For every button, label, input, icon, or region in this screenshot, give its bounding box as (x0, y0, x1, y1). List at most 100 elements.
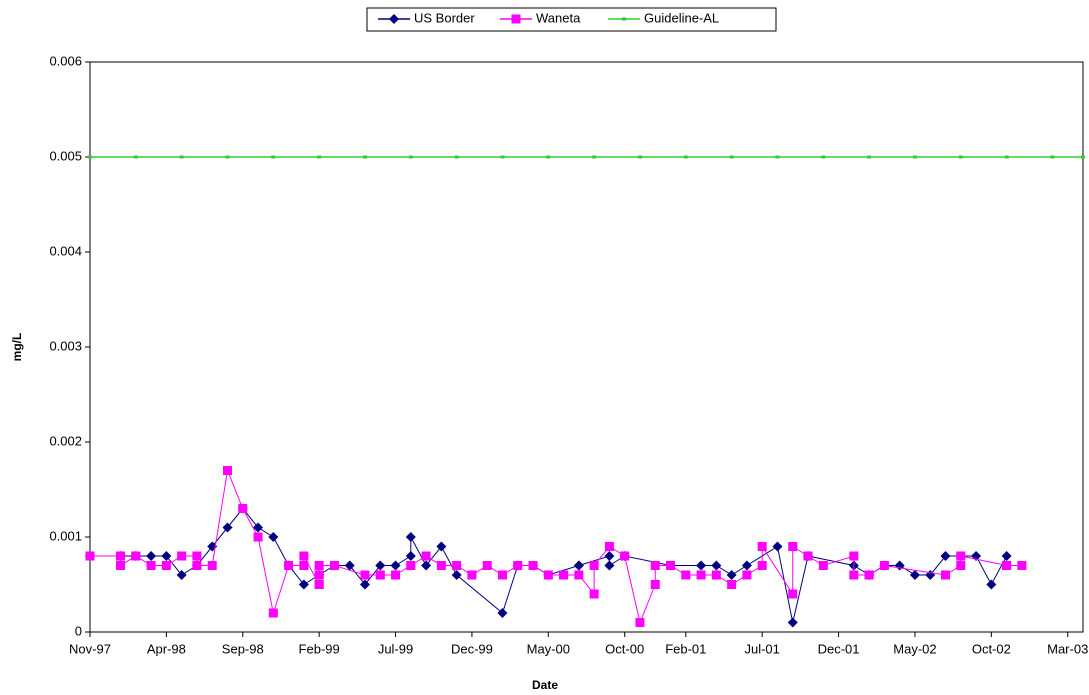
data-point (436, 561, 446, 570)
data-point (604, 560, 615, 571)
legend-marker (511, 14, 521, 24)
data-point (299, 551, 309, 561)
x-tick-label: Dec-01 (818, 641, 860, 656)
data-point (1017, 561, 1027, 570)
x-tick-label: May-00 (527, 641, 570, 656)
data-point (513, 561, 523, 570)
data-point (1001, 551, 1012, 561)
data-point (775, 155, 780, 159)
data-point (268, 608, 278, 618)
data-point (131, 551, 141, 561)
x-tick-label: Mar-03 (1047, 641, 1088, 656)
data-point (116, 561, 126, 570)
y-tick-label: 0.004 (49, 243, 82, 258)
x-tick-label: Jul-99 (378, 641, 413, 656)
data-point (956, 561, 966, 570)
data-point (1050, 155, 1055, 159)
data-point (849, 570, 859, 580)
y-tick-label: 0.001 (49, 528, 82, 543)
data-point (405, 532, 416, 542)
data-point (375, 570, 385, 580)
data-point (161, 561, 171, 570)
data-point (620, 551, 630, 561)
data-point (559, 570, 569, 580)
x-tick-label: Feb-99 (299, 641, 340, 656)
data-point (803, 551, 813, 561)
data-point (757, 561, 767, 570)
series-line (90, 468, 1022, 625)
data-point (253, 532, 263, 542)
data-point (589, 589, 599, 599)
x-tick-label: Dec-99 (451, 641, 493, 656)
data-point (362, 155, 367, 159)
data-point (574, 570, 584, 580)
data-point (650, 580, 660, 589)
legend-label: Waneta (536, 10, 581, 25)
data-point (406, 561, 416, 570)
x-tick-label: Sep-98 (222, 641, 264, 656)
x-tick-label: Oct-02 (972, 641, 1011, 656)
data-point (238, 504, 248, 513)
data-point (454, 155, 459, 159)
data-point (192, 551, 202, 561)
data-point (788, 542, 798, 551)
data-point (546, 155, 551, 159)
data-point (1081, 155, 1085, 159)
x-tick-label: Nov-97 (69, 641, 111, 656)
data-point (405, 551, 416, 561)
data-point (592, 155, 597, 159)
data-point (299, 561, 309, 570)
legend-marker (622, 17, 626, 21)
y-tick-label: 0.006 (49, 53, 82, 68)
data-point (344, 560, 355, 571)
data-point (85, 551, 95, 561)
data-point (894, 560, 905, 571)
legend-label: Guideline-AL (644, 10, 719, 25)
x-tick-label: Jul-01 (744, 641, 779, 656)
data-point (391, 570, 401, 580)
data-point (88, 155, 92, 159)
data-point (329, 561, 339, 570)
data-point (146, 551, 157, 561)
data-point (879, 561, 889, 570)
data-point (421, 551, 431, 561)
x-tick-label: May-02 (893, 641, 936, 656)
data-point (408, 155, 413, 159)
data-point (146, 561, 156, 570)
x-axis-title: Date (532, 678, 558, 692)
data-point (696, 570, 706, 580)
data-point (787, 617, 798, 628)
y-tick-label: 0 (75, 623, 82, 638)
data-point (1004, 155, 1009, 159)
data-point (421, 560, 432, 571)
data-point (788, 589, 798, 599)
data-point (742, 570, 752, 580)
data-point (298, 579, 309, 590)
data-point (772, 541, 783, 552)
data-point (268, 532, 279, 542)
legend-marker (389, 14, 399, 24)
plot-area (89, 61, 1084, 633)
data-point (940, 551, 951, 561)
data-point (711, 560, 722, 571)
legend-box (366, 7, 777, 32)
data-point (314, 561, 324, 570)
data-point (867, 155, 872, 159)
data-point (696, 560, 707, 571)
data-point (467, 570, 477, 580)
data-point (635, 618, 645, 627)
data-point (589, 561, 599, 570)
legend-label: US Border (414, 10, 475, 25)
data-point (192, 561, 202, 570)
y-tick-label: 0.002 (49, 433, 82, 448)
data-point (726, 570, 737, 580)
data-point (314, 570, 324, 580)
data-point (452, 561, 462, 570)
data-point (604, 542, 614, 551)
data-point (958, 155, 963, 159)
data-point (179, 155, 184, 159)
data-point (912, 155, 917, 159)
data-point (207, 561, 217, 570)
data-point (375, 560, 386, 571)
